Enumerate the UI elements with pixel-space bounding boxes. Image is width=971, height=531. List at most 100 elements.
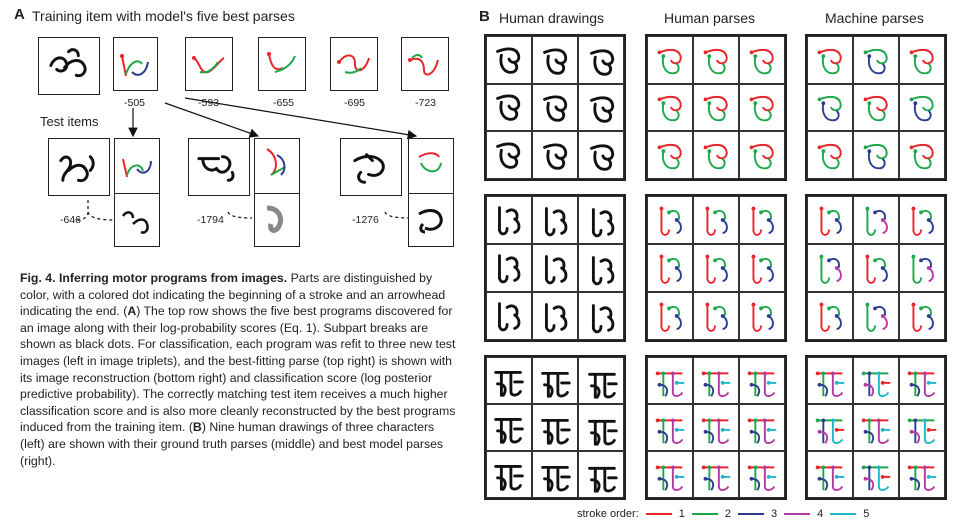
stroke-parse [701,417,731,444]
human-cell [693,83,739,132]
machine-cell [853,196,899,244]
character-drawing [590,96,615,124]
caption-body-3: ) Nine human drawings of three character… [20,420,444,468]
test-item-2-reconstruction [254,193,300,247]
character-drawing [496,95,521,122]
machine-grid-2 [805,194,947,342]
machine-cell [807,292,853,340]
human-cell [647,404,693,451]
character-drawing [494,464,524,491]
machine-cell [899,36,945,84]
machine-cell [853,292,899,340]
drawings-grid-1 [484,34,626,181]
stroke-parse [749,144,774,170]
human-cell [647,292,693,340]
machine-cell [853,451,899,498]
stroke-parse [657,144,682,170]
legend-swatch-2 [691,513,718,515]
header-machine-parses: Machine parses [825,10,924,26]
stroke-parse [861,464,891,491]
stroke-parse [751,302,774,332]
caption-body-2: ) The top row shows the five best progra… [20,304,456,435]
drawings-cell [486,244,532,292]
human-grid-1 [645,34,787,181]
human-cell [739,244,785,292]
character-drawing [590,144,615,171]
legend-swatch-4 [784,513,811,515]
stroke-parse [817,144,842,170]
human-cell [693,404,739,451]
character-drawing [545,207,568,237]
drawings-cell [532,36,578,84]
stroke-parse [749,96,774,122]
character-drawing [494,370,524,397]
stroke-parse [815,464,845,491]
stroke-parse [815,370,845,397]
stroke-parse [703,96,728,122]
machine-grid-3 [805,355,947,500]
drawings-cell [486,196,532,244]
drawings-cell [532,244,578,292]
drawings-cell [578,83,624,132]
human-cell [739,292,785,340]
panel-a-letter: A [14,6,25,23]
drawings-cell [578,404,624,451]
character-drawing [498,302,521,332]
drawings-cell [578,451,624,498]
human-cell [739,196,785,244]
parse-4 [330,37,378,91]
human-cell [647,36,693,84]
stroke-parse [861,417,891,444]
drawings-cell [578,196,624,244]
stroke-parse [865,254,888,284]
human-cell [647,83,693,132]
legend-item-2: 2 [724,508,731,520]
drawings-cell [532,196,578,244]
character-drawing [494,417,524,444]
connector-arrows [74,97,418,221]
machine-cell [853,36,899,84]
human-cell [693,451,739,498]
character-drawing [590,49,615,76]
machine-cell [899,83,945,132]
machine-cell [853,83,899,132]
stroke-parse [703,144,728,170]
test-item-2-image [188,138,250,196]
test-item-3-image [340,138,402,196]
stroke-parse [819,206,842,236]
legend-swatch-5 [830,513,857,515]
stroke-parse [749,48,774,75]
stroke-parse [863,144,888,170]
header-human-parses: Human parses [664,10,756,26]
human-grid-3 [645,355,787,500]
stroke-parse [659,254,682,284]
training-item-image [38,37,100,95]
test-score-3: -1276 [352,214,379,226]
stroke-parse [701,464,731,491]
parse-3 [258,37,306,91]
machine-cell [853,131,899,179]
stroke-parse [747,370,777,397]
machine-cell [899,244,945,292]
machine-cell [807,83,853,132]
legend-swatch-1 [645,513,672,515]
test-item-3-reconstruction [408,193,454,247]
drawings-cell [486,131,532,179]
parse-score-3: -655 [273,97,295,109]
machine-cell [853,404,899,451]
header-human-drawings: Human drawings [499,10,605,26]
stroke-parse [907,464,937,491]
stroke-parse [655,464,685,491]
stroke-parse [659,302,682,332]
character-drawing [543,143,568,170]
drawings-cell [486,451,532,498]
legend-item-5: 5 [863,508,870,520]
machine-cell [853,357,899,404]
character-drawing [591,304,615,334]
drawings-cell [578,357,624,404]
human-cell [693,36,739,84]
character-drawing [541,465,571,492]
parse-1 [113,37,158,91]
machine-grid-1 [805,34,947,181]
character-drawing [498,254,521,284]
